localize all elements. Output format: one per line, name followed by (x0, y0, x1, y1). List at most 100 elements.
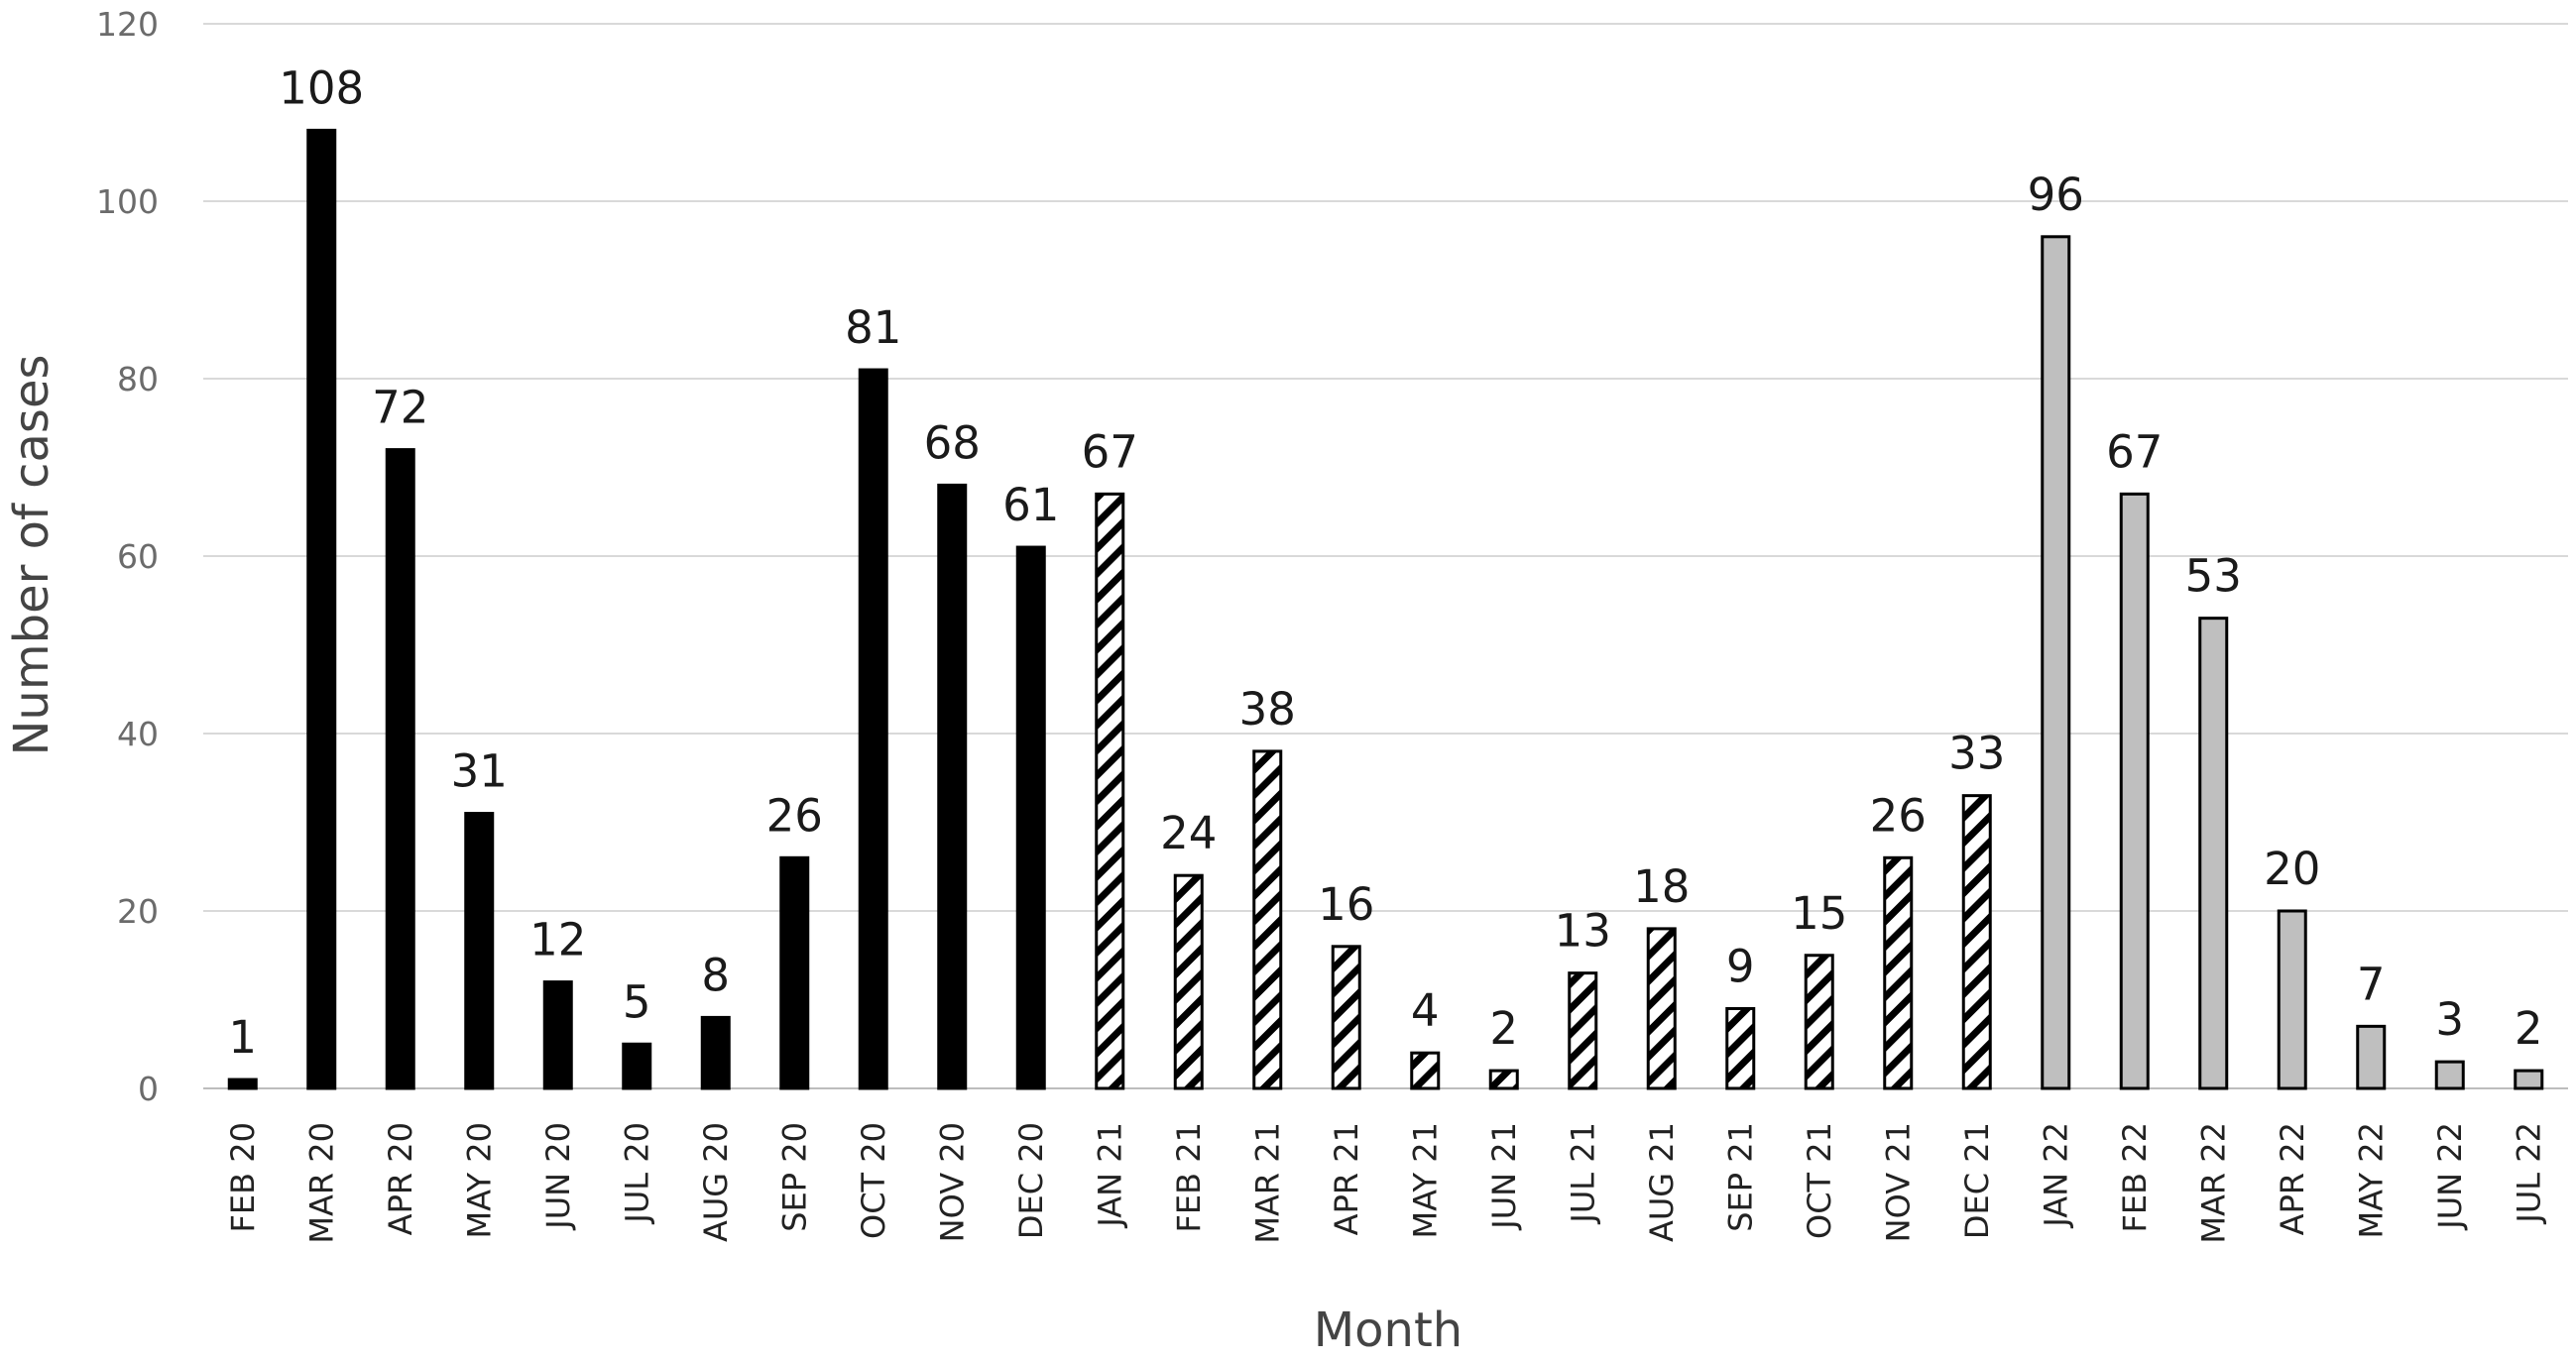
data-label: 5 (623, 975, 651, 1028)
x-tick-label: JUL 20 (618, 1122, 655, 1225)
x-tick-label: SEP 20 (775, 1122, 813, 1232)
x-tick-label: JAN 22 (2037, 1122, 2074, 1229)
y-tick-label: 60 (117, 537, 159, 576)
data-label: 108 (279, 61, 364, 114)
x-tick-label: MAR 20 (302, 1122, 340, 1244)
data-label: 26 (766, 789, 823, 842)
data-label: 12 (529, 914, 586, 966)
bar-may-21 (1410, 1051, 1441, 1090)
x-tick-label: DEC 20 (1012, 1122, 1050, 1239)
x-tick-label: OCT 20 (855, 1122, 892, 1239)
bar-jun-21 (1488, 1069, 1519, 1090)
data-label: 96 (2028, 169, 2084, 221)
x-tick-label: AUG 20 (697, 1122, 735, 1242)
data-label: 26 (1870, 789, 1927, 842)
x-tick-label: FEB 21 (1170, 1122, 1208, 1232)
bar-mar-21 (1252, 749, 1283, 1090)
y-tick-label: 120 (96, 5, 159, 44)
bar-sep-20 (779, 855, 810, 1090)
bar-aug-20 (700, 1015, 731, 1090)
y-tick-label: 100 (96, 182, 159, 221)
data-label: 7 (2357, 958, 2386, 1010)
data-label: 31 (451, 745, 508, 798)
y-tick-label: 40 (117, 715, 159, 753)
bar-apr-22 (2277, 909, 2307, 1090)
x-tick-label: JUN 21 (1485, 1122, 1523, 1231)
data-label: 68 (924, 416, 981, 469)
data-label: 81 (845, 301, 901, 354)
x-tick-label: JUL 21 (1564, 1122, 1601, 1225)
x-tick-label: APR 21 (1328, 1122, 1365, 1235)
data-label: 2 (2515, 1002, 2543, 1055)
x-tick-label: FEB 22 (2116, 1122, 2154, 1232)
data-label: 16 (1318, 878, 1374, 931)
bar-dec-20 (1015, 545, 1046, 1090)
x-tick-label: JUN 22 (2431, 1122, 2469, 1231)
x-tick-label: MAY 22 (2352, 1122, 2390, 1238)
x-tick-label: NOV 21 (1879, 1122, 1917, 1242)
bar-jul-21 (1568, 971, 1598, 1090)
data-label: 61 (1002, 479, 1059, 531)
data-label: 53 (2185, 550, 2242, 603)
bar-jul-20 (622, 1042, 652, 1090)
bar-jul-22 (2514, 1069, 2544, 1090)
data-label: 18 (1633, 860, 1690, 913)
x-tick-label: DEC 21 (1958, 1122, 1996, 1239)
bar-jan-21 (1095, 492, 1125, 1090)
x-tick-label: FEB 20 (224, 1122, 262, 1232)
data-label: 8 (701, 949, 730, 1001)
x-tick-label: NOV 20 (933, 1122, 971, 1242)
bar-nov-20 (937, 483, 968, 1090)
data-label: 3 (2435, 993, 2464, 1046)
x-axis-title: Month (1314, 1303, 1463, 1358)
bar-nov-21 (1883, 855, 1914, 1090)
x-tick-label: AUG 21 (1643, 1122, 1681, 1242)
x-tick-label: MAR 22 (2194, 1122, 2232, 1244)
y-tick-label: 80 (117, 360, 159, 398)
x-tick-label: JUN 20 (539, 1122, 577, 1231)
bar-aug-21 (1646, 927, 1677, 1090)
data-label: 4 (1411, 984, 1440, 1037)
bar-sep-21 (1725, 1006, 1756, 1090)
bar-apr-21 (1331, 945, 1361, 1090)
x-tick-label: JAN 21 (1091, 1122, 1128, 1229)
data-label: 13 (1555, 905, 1611, 958)
x-tick-label: MAR 21 (1248, 1122, 1286, 1244)
bar-may-20 (464, 812, 495, 1090)
x-tick-label: MAY 20 (460, 1122, 498, 1238)
bar-jun-22 (2434, 1060, 2465, 1090)
data-label: 33 (1948, 728, 2005, 780)
y-tick-label: 0 (138, 1070, 159, 1108)
data-label: 20 (2264, 843, 2320, 895)
data-label: 72 (372, 382, 428, 434)
data-label: 38 (1239, 683, 1296, 736)
bar-feb-21 (1173, 873, 1204, 1090)
bar-feb-20 (227, 1078, 258, 1090)
data-label: 1 (228, 1011, 257, 1064)
data-label: 15 (1791, 887, 1847, 940)
x-tick-label: SEP 21 (1721, 1122, 1759, 1232)
bar-oct-21 (1804, 954, 1834, 1090)
bar-dec-21 (1961, 794, 1992, 1090)
bar-apr-20 (385, 448, 415, 1090)
x-tick-label: OCT 21 (1801, 1122, 1838, 1239)
data-label: 2 (1489, 1002, 1518, 1055)
y-tick-label: 20 (117, 892, 159, 931)
x-tick-label: MAY 21 (1406, 1122, 1444, 1238)
bar-mar-22 (2198, 617, 2229, 1090)
bar-mar-20 (306, 128, 337, 1090)
x-tick-label: APR 22 (2274, 1122, 2311, 1235)
data-label: 24 (1160, 807, 1217, 859)
bar-jan-22 (2041, 235, 2071, 1090)
x-tick-label: APR 20 (382, 1122, 419, 1235)
data-label: 9 (1726, 940, 1755, 992)
bar-feb-22 (2119, 492, 2150, 1090)
x-tick-label: JUL 22 (2510, 1122, 2547, 1225)
bar-jun-20 (542, 980, 573, 1090)
y-axis-title: Number of cases (4, 355, 59, 756)
bar-oct-20 (858, 368, 888, 1090)
data-label: 67 (2106, 425, 2163, 478)
data-label: 67 (1082, 425, 1138, 478)
